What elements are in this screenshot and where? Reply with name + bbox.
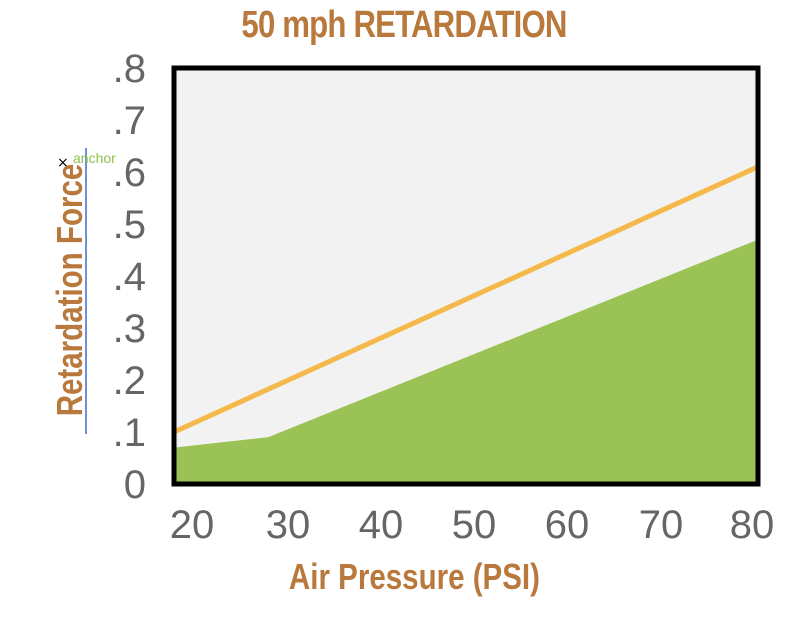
y-tick-label: .5 xyxy=(113,203,146,247)
x-tick-label: 30 xyxy=(266,503,311,547)
y-tick-label: .7 xyxy=(113,99,146,143)
anchor-annotation[interactable]: × anchor xyxy=(57,150,137,174)
y-tick-label: .6 xyxy=(113,151,146,195)
x-tick-label: 70 xyxy=(639,503,684,547)
anchor-guide-line xyxy=(85,148,87,434)
close-icon[interactable]: × xyxy=(57,155,69,171)
line-series-1 xyxy=(172,164,760,435)
y-tick-label: .4 xyxy=(113,255,146,299)
x-tick-label: 20 xyxy=(170,503,215,547)
x-tick-label: 60 xyxy=(545,503,590,547)
y-tick-label: .2 xyxy=(113,359,146,403)
anchor-label: anchor xyxy=(73,150,116,166)
x-axis-label: Air Pressure (PSI) xyxy=(288,556,540,597)
y-tick-label: .8 xyxy=(113,47,146,91)
chart-title: 50 mph RETARDATION xyxy=(241,4,567,46)
x-tick-label: 80 xyxy=(730,503,775,547)
y-tick-label: 0 xyxy=(124,463,146,507)
area-series-0 xyxy=(174,239,758,484)
x-tick-label: 50 xyxy=(452,503,497,547)
y-tick-label: .3 xyxy=(113,307,146,351)
x-tick-label: 40 xyxy=(359,503,404,547)
plot-frame xyxy=(171,65,761,487)
y-tick-label: .1 xyxy=(113,411,146,455)
